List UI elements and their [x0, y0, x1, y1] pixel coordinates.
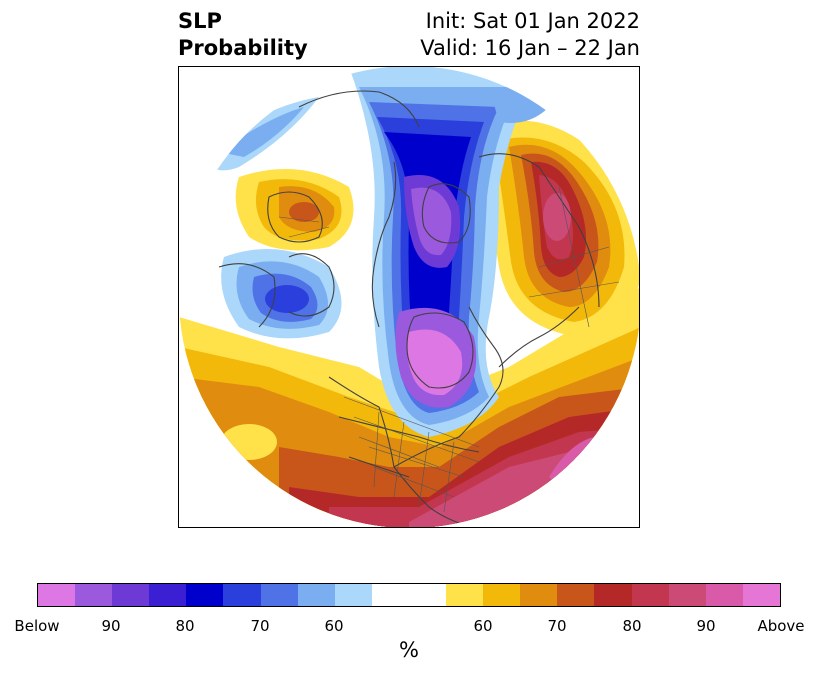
- valid-period: Valid: 16 Jan – 22 Jan: [420, 36, 640, 60]
- title-left: SLP Probability: [178, 8, 308, 62]
- colorbar-tick-label: 70: [250, 617, 270, 635]
- colorbar-tick-label: 90: [696, 617, 716, 635]
- colorbar-segment: [223, 584, 261, 606]
- colorbar-tick-label: 80: [175, 617, 195, 635]
- title-right: Init: Sat 01 Jan 2022 Valid: 16 Jan – 22…: [420, 8, 640, 62]
- colorbar-segment: [557, 584, 595, 606]
- colorbar-tick-label: 70: [547, 617, 567, 635]
- colorbar-tick-label: 90: [101, 617, 121, 635]
- colorbar-tick-label: 60: [473, 617, 493, 635]
- colorbar-segment: [260, 584, 298, 606]
- init-date: Init: Sat 01 Jan 2022: [425, 9, 640, 33]
- title-product: Probability: [178, 36, 308, 60]
- colorbar-segment: [75, 584, 113, 606]
- coastlines: [218, 90, 600, 527]
- colorbar-tick-label: 80: [622, 617, 642, 635]
- below-core-north-america-strong: [406, 329, 463, 396]
- colorbar-segment: [594, 584, 632, 606]
- title-variable: SLP: [178, 9, 222, 33]
- colorbar-tick-label: Above: [757, 617, 805, 635]
- colorbar-segment: [149, 584, 187, 606]
- above-spot-southwest: [221, 424, 277, 460]
- colorbar-segment: [446, 584, 484, 606]
- colorbar-segment: [705, 584, 743, 606]
- colorbar-tick-label: Below: [14, 617, 60, 635]
- colorbar-segment: [631, 584, 669, 606]
- colorbar-segment: [112, 584, 150, 606]
- colorbar-segment: [38, 584, 76, 606]
- probability-map: [179, 67, 639, 527]
- colorbar-segment: [334, 584, 372, 606]
- colorbar-segment: [520, 584, 558, 606]
- map-panel: [178, 66, 640, 528]
- colorbar-segment: [668, 584, 706, 606]
- above-core-eurasia: [543, 193, 571, 241]
- colorbar-segment: [483, 584, 521, 606]
- colorbar-segment: [297, 584, 335, 606]
- colorbar-unit-label: %: [399, 638, 419, 662]
- colorbar-segment: [186, 584, 224, 606]
- colorbar-segment: [371, 584, 409, 606]
- colorbar-segment: [408, 584, 447, 606]
- borders: [278, 186, 620, 513]
- colorbar-segment: [742, 584, 780, 606]
- colorbar: [37, 583, 781, 607]
- colorbar-tick-label: 60: [324, 617, 344, 635]
